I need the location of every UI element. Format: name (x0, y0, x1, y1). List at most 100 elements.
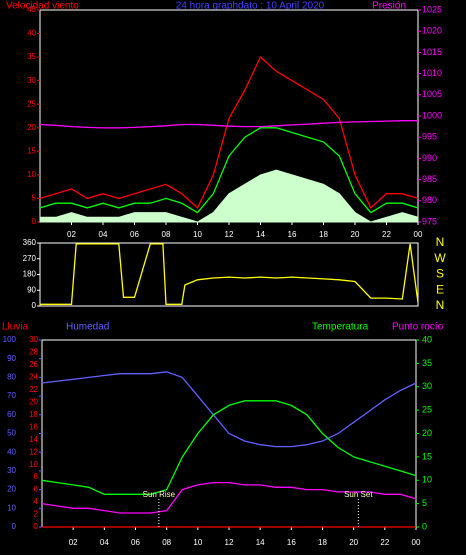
y-tick-label: 90 (7, 354, 16, 363)
y2-tick-label: S (436, 267, 444, 281)
y2-tick-label: 25 (422, 405, 432, 415)
y3-tick-label: 22 (29, 385, 38, 394)
x-tick-label: 06 (130, 230, 139, 239)
wind-label: Velocidad viento (6, 1, 79, 12)
x-tick-label: 02 (67, 230, 76, 239)
x-tick-label: 20 (349, 538, 358, 547)
y-tick-label: 35 (27, 52, 36, 61)
y-tick-label: 70 (7, 391, 16, 400)
annotation-text: Sun Set (344, 490, 373, 499)
y-tick-label: 20 (27, 123, 36, 132)
y2-tick-label: 30 (422, 381, 432, 391)
y2-tick-label: 1015 (422, 47, 442, 57)
chart-title: 24 hora graphdato : 10 April 2020 (176, 1, 325, 12)
y-tick-label: 5 (32, 194, 37, 203)
temperature-label: Temperatura (312, 322, 369, 333)
x-tick-label: 18 (319, 230, 328, 239)
y2-tick-label: 1000 (422, 110, 442, 120)
x-tick-label: 04 (100, 538, 109, 547)
y2-tick-label: 20 (422, 428, 432, 438)
series-line (39, 56, 419, 209)
y-tick-label: 30 (7, 466, 16, 475)
y-tick-label: 0 (32, 217, 37, 226)
series-line (39, 127, 419, 214)
x-tick-label: 00 (412, 538, 421, 547)
y2-tick-label: 985 (422, 174, 437, 184)
x-tick-label: 08 (162, 230, 171, 239)
y3-tick-label: 26 (29, 360, 38, 369)
y2-tick-label: 990 (422, 153, 437, 163)
y2-tick-label: 975 (422, 216, 437, 226)
x-tick-label: 12 (225, 538, 234, 547)
y-tick-label: 0 (12, 522, 17, 531)
annotation-text: Sun Rise (143, 490, 176, 499)
y-tick-label: 10 (27, 170, 36, 179)
y2-tick-label: 1005 (422, 89, 442, 99)
series-line (41, 481, 417, 514)
x-tick-label: 14 (256, 230, 265, 239)
x-tick-label: 00 (414, 230, 423, 239)
series-line (41, 400, 417, 495)
y2-tick-label: 35 (422, 358, 432, 368)
dewpoint-label: Punto rocío (392, 322, 444, 333)
x-tick-label: 08 (162, 538, 171, 547)
y2-tick-label: 1025 (422, 4, 442, 14)
y-tick-label: 360 (23, 238, 37, 247)
series-line (40, 243, 419, 305)
y-tick-label: 20 (7, 485, 16, 494)
x-tick-label: 22 (382, 230, 391, 239)
y2-tick-label: 0 (422, 521, 427, 531)
y3-tick-label: 6 (34, 485, 39, 494)
humidity-label: Humedad (66, 322, 109, 333)
y3-tick-label: 10 (29, 460, 38, 469)
y2-tick-label: 1020 (422, 26, 442, 36)
x-tick-label: 16 (288, 230, 297, 239)
y3-tick-label: 28 (29, 348, 38, 357)
y2-tick-label: 1010 (422, 68, 442, 78)
series-line (41, 371, 417, 448)
series-area (39, 169, 419, 223)
y3-tick-label: 30 (29, 335, 38, 344)
x-tick-label: 20 (351, 230, 360, 239)
y3-tick-label: 12 (29, 447, 38, 456)
pressure-label: Presión (372, 1, 406, 12)
y-tick-label: 60 (7, 410, 16, 419)
x-tick-label: 18 (318, 538, 327, 547)
x-tick-label: 12 (225, 230, 234, 239)
y-tick-label: 30 (27, 76, 36, 85)
y-tick-label: 80 (7, 373, 16, 382)
y-tick-label: 10 (7, 503, 16, 512)
y-tick-label: 0 (32, 301, 37, 310)
y2-tick-label: 980 (422, 195, 437, 205)
y2-tick-label: 40 (422, 334, 432, 344)
y2-tick-label: N (436, 298, 445, 312)
y-tick-label: 180 (23, 270, 37, 279)
y2-tick-label: 10 (422, 475, 432, 485)
y3-tick-label: 18 (29, 410, 38, 419)
y3-tick-label: 24 (29, 373, 38, 382)
x-tick-label: 22 (380, 538, 389, 547)
y3-tick-label: 14 (29, 435, 38, 444)
y3-tick-label: 0 (34, 522, 39, 531)
y-tick-label: 50 (7, 429, 16, 438)
y-tick-label: 45 (27, 5, 36, 14)
y3-tick-label: 16 (29, 422, 38, 431)
y2-tick-label: N (436, 235, 445, 249)
x-tick-label: 04 (99, 230, 108, 239)
x-tick-label: 14 (256, 538, 265, 547)
y2-tick-label: 5 (422, 498, 427, 508)
x-tick-label: 02 (69, 538, 78, 547)
y-tick-label: 40 (27, 29, 36, 38)
y2-tick-label: E (436, 282, 444, 296)
y3-tick-label: 20 (29, 397, 38, 406)
y3-tick-label: 2 (34, 510, 39, 519)
y2-tick-label: 15 (422, 451, 432, 461)
y-tick-label: 15 (27, 146, 36, 155)
y2-tick-label: W (434, 251, 446, 265)
y-tick-label: 270 (23, 254, 37, 263)
y-tick-label: 100 (3, 335, 17, 344)
series-line (39, 120, 418, 129)
rain-label: Lluvia (2, 322, 29, 333)
x-tick-label: 10 (193, 538, 202, 547)
